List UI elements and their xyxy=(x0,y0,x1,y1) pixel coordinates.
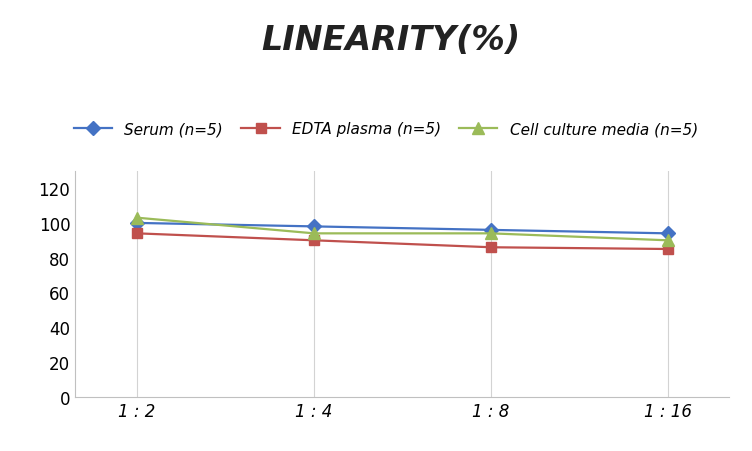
Text: LINEARITY(%): LINEARITY(%) xyxy=(262,24,520,57)
Legend: Serum (n=5), EDTA plasma (n=5), Cell culture media (n=5): Serum (n=5), EDTA plasma (n=5), Cell cul… xyxy=(68,116,704,143)
